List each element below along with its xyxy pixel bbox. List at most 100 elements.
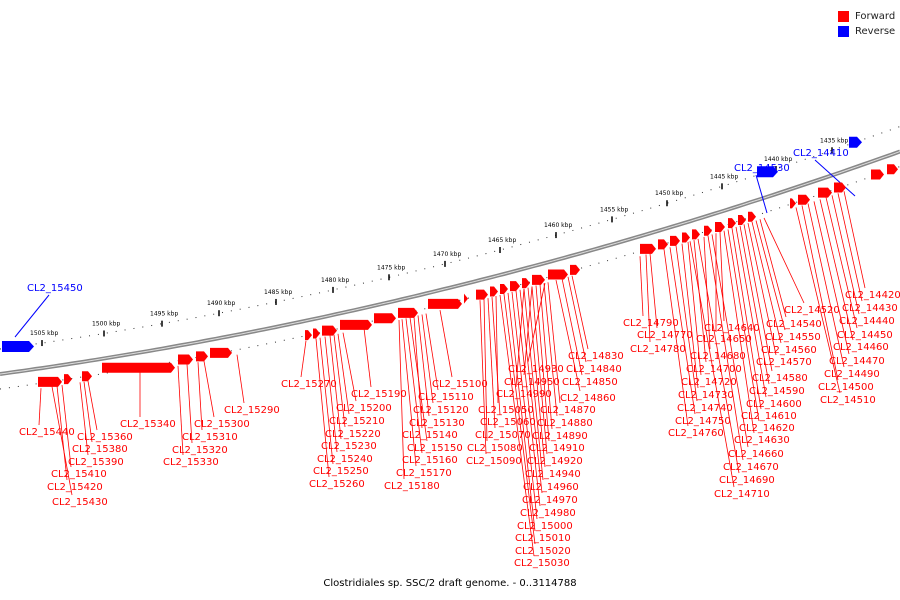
forward-gene-label: CL2_14590: [749, 386, 805, 397]
forward-leader: [507, 292, 536, 532]
forward-gene: [178, 354, 193, 365]
forward-leader: [515, 288, 525, 388]
forward-gene-label: CL2_15020: [515, 546, 571, 557]
forward-gene-label: CL2_14940: [525, 469, 581, 480]
forward-gene-label: CL2_15380: [72, 444, 128, 455]
forward-leader: [499, 294, 535, 557]
forward-leader: [425, 313, 439, 391]
legend-reverse: Reverse: [838, 24, 895, 39]
legend: Forward Reverse: [838, 9, 895, 39]
forward-leader: [79, 382, 89, 456]
forward-gene-label: CL2_14450: [837, 330, 893, 341]
forward-gene-label: CL2_14580: [752, 373, 808, 384]
forward-leader: [186, 364, 193, 444]
tick-label: 1465 kbp: [488, 237, 516, 244]
forward-gene-label: CL2_14830: [568, 351, 624, 362]
forward-leader: [567, 276, 587, 363]
forward-leader: [515, 290, 541, 507]
forward-gene-label: CL2_15300: [194, 419, 250, 430]
forward-leader: [697, 238, 740, 474]
forward-leader: [491, 297, 501, 416]
forward-gene-label: CL2_15050: [478, 405, 534, 416]
reverse-leader: [755, 174, 768, 214]
forward-gene-label: CL2_15140: [402, 430, 458, 441]
forward-gene-label: CL2_14960: [523, 482, 579, 493]
forward-gene: [38, 376, 62, 387]
forward-leader: [487, 298, 496, 429]
forward-gene-label: CL2_15270: [281, 379, 337, 390]
forward-gene-label: CL2_15320: [172, 445, 228, 456]
forward-gene-label: CL2_14770: [637, 330, 693, 341]
forward-gene: [715, 221, 725, 232]
reverse-gene: [2, 341, 34, 353]
forward-gene-label: CL2_15430: [52, 497, 108, 508]
forward-gene-label: CL2_14710: [714, 489, 770, 500]
forward-gene-label: CL2_14720: [681, 377, 737, 388]
forward-leader: [547, 282, 561, 404]
forward-gene: [670, 235, 680, 246]
forward-gene-label: CL2_15420: [47, 482, 103, 493]
forward-gene-label: CL2_14890: [532, 431, 588, 442]
forward-leader: [843, 191, 866, 289]
forward-leader: [735, 226, 767, 398]
forward-leader: [197, 362, 203, 431]
forward-gene-label: CL2_14500: [818, 382, 874, 393]
forward-gene-label: CL2_15090: [466, 456, 522, 467]
forward-gene: [340, 319, 372, 330]
forward-leader: [483, 299, 488, 442]
forward-gene: [490, 286, 498, 297]
reverse-leader: [814, 159, 856, 197]
forward-leader: [801, 205, 839, 381]
forward-gene-label: CL2_14740: [677, 403, 733, 414]
forward-leader: [681, 243, 699, 389]
forward-gene: [313, 328, 320, 339]
forward-leader: [319, 337, 334, 465]
forward-leader: [707, 235, 744, 461]
forward-leader: [527, 282, 546, 363]
forward-gene-label: CL2_14650: [696, 334, 752, 345]
forward-gene-label: CL2_14970: [522, 495, 578, 506]
forward-leader: [495, 296, 499, 404]
forward-gene-label: CL2_15110: [418, 392, 474, 403]
forward-gene-label: CL2_15150: [407, 443, 463, 454]
forward-gene-label: CL2_14730: [678, 390, 734, 401]
forward-gene: [82, 371, 92, 382]
tick-label: 1490 kbp: [207, 300, 235, 307]
forward-gene: [834, 182, 846, 193]
reverse-gene: [757, 166, 778, 178]
forward-gene-label: CL2_14760: [668, 428, 724, 439]
forward-gene-label: CL2_14620: [739, 423, 795, 434]
forward-gene-label: CL2_14560: [761, 345, 817, 356]
forward-gene-label: CL2_14840: [566, 364, 622, 375]
forward-gene-label: CL2_14920: [527, 456, 583, 467]
forward-gene-label: CL2_14510: [820, 395, 876, 406]
forward-gene-label: CL2_15200: [336, 403, 392, 414]
forward-leader: [401, 319, 417, 467]
forward-leader: [755, 220, 786, 331]
forward-gene: [871, 169, 884, 180]
reverse-gene-label: CL2_14530: [734, 163, 790, 174]
forward-gene-label: CL2_15410: [51, 469, 107, 480]
legend-forward-label: Forward: [855, 11, 896, 22]
forward-leader: [739, 225, 770, 385]
forward-leader: [337, 333, 350, 415]
forward-leader: [417, 315, 430, 417]
forward-gene: [704, 225, 712, 236]
forward-gene-label: CL2_14660: [728, 449, 784, 460]
forward-gene-label: CL2_15010: [515, 533, 571, 544]
tick-label: 1485 kbp: [264, 289, 292, 296]
forward-gene: [532, 274, 545, 285]
forward-gene-label: CL2_14700: [686, 364, 742, 375]
forward-gene-label: CL2_15170: [396, 468, 452, 479]
forward-gene-label: CL2_14460: [833, 342, 889, 353]
forward-leader: [421, 314, 434, 404]
forward-gene: [322, 325, 337, 336]
forward-leader: [398, 319, 405, 480]
forward-leader: [479, 300, 487, 455]
forward-leader: [675, 245, 698, 402]
forward-gene-label: CL2_14520: [784, 305, 840, 316]
forward-leader: [177, 365, 184, 456]
forward-gene: [692, 229, 700, 240]
tick-label: 1475 kbp: [377, 264, 405, 271]
reverse-gene-label: CL2_15450: [27, 283, 83, 294]
